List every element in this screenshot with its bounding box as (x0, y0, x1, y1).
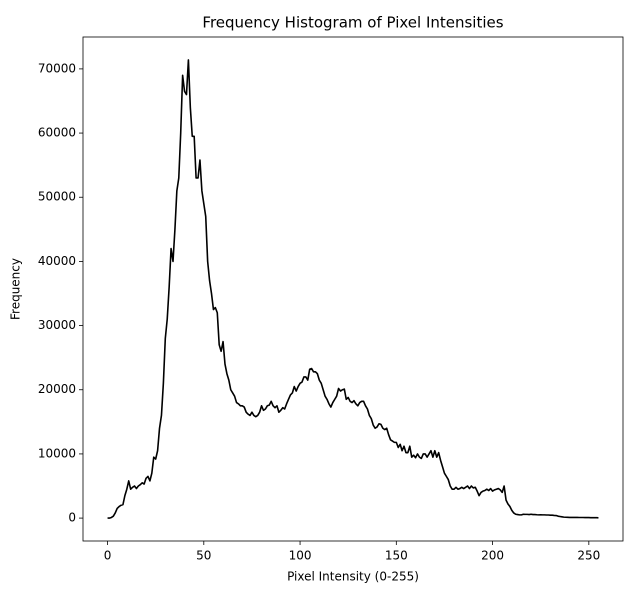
x-tick-label: 50 (196, 549, 211, 563)
x-tick-label: 100 (289, 549, 312, 563)
y-tick-label: 70000 (38, 61, 76, 75)
x-axis-label: Pixel Intensity (0-255) (287, 570, 419, 584)
plot-frame (82, 36, 624, 542)
chart-title: Frequency Histogram of Pixel Intensities (202, 14, 503, 32)
data-line (107, 59, 599, 519)
y-tick-label: 0 (68, 511, 76, 525)
x-tick-label: 0 (104, 549, 112, 563)
x-tick-label: 150 (385, 549, 408, 563)
x-tick-label: 200 (481, 549, 504, 563)
y-axis-label: Frequency (9, 258, 23, 320)
x-tick-label: 250 (577, 549, 600, 563)
y-tick-label: 30000 (38, 318, 76, 332)
y-tick-label: 60000 (38, 126, 76, 140)
y-tick-label: 20000 (38, 382, 76, 396)
y-tick-label: 10000 (38, 446, 76, 460)
y-tick-label: 50000 (38, 190, 76, 204)
y-tick-label: 40000 (38, 254, 76, 268)
